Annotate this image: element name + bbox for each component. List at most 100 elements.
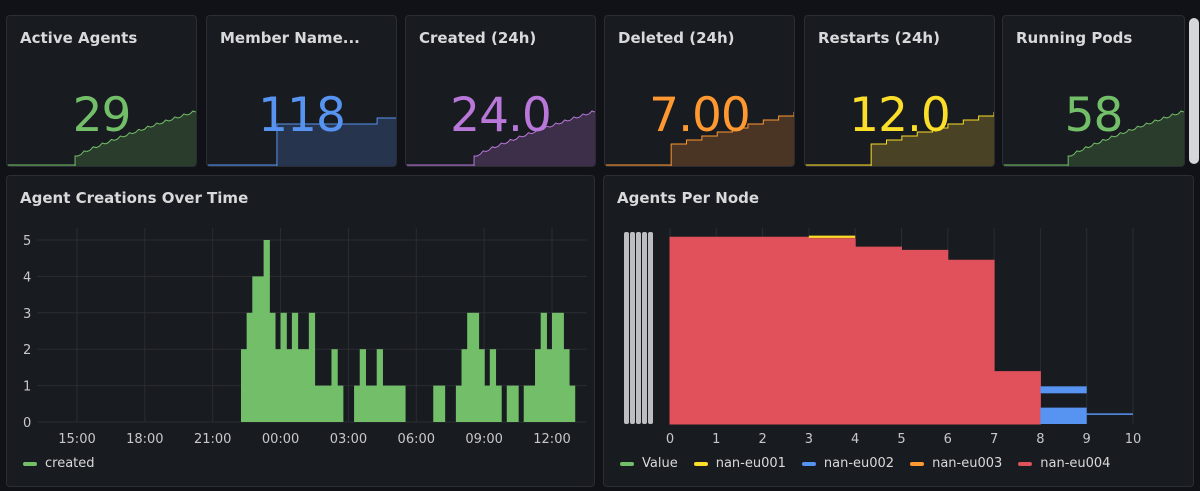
bar[interactable]	[382, 385, 389, 422]
y-tick-label: 1	[23, 380, 31, 395]
x-tick-label: 9	[1083, 432, 1091, 447]
bar[interactable]	[552, 312, 559, 422]
bar[interactable]	[540, 312, 547, 422]
bar[interactable]	[308, 312, 316, 422]
y-label-cluster	[642, 232, 647, 424]
stat-title: Member Name...	[220, 29, 360, 47]
bar[interactable]	[484, 385, 491, 422]
bar[interactable]	[269, 312, 276, 422]
bar[interactable]	[433, 385, 440, 422]
agents-per-node-panel[interactable]: Agents Per Node 0 1 2 3 4 5 6 7 8 9 10 Value nan-eu…	[603, 175, 1194, 487]
bar[interactable]	[337, 385, 344, 422]
bar[interactable]	[291, 312, 299, 422]
bar[interactable]	[535, 349, 542, 422]
bar[interactable]	[365, 385, 372, 422]
y-tick-label: 5	[23, 234, 31, 249]
x-tick-label: 03:00	[330, 432, 367, 447]
legend-swatch	[23, 461, 37, 466]
stat-panel[interactable]: Restarts (24h) 12.0	[804, 15, 995, 167]
legend-swatch	[1018, 461, 1033, 466]
agent-creations-panel[interactable]: Agent Creations Over Time 0 1 2 3 4 5 15:00 18:…	[6, 175, 595, 487]
legend-swatch	[801, 461, 816, 466]
bar[interactable]	[393, 385, 400, 422]
bar[interactable]	[467, 312, 474, 422]
bar[interactable]	[331, 349, 338, 422]
bar[interactable]	[529, 385, 536, 422]
x-tick-label: 3	[805, 432, 813, 447]
x-tick-label: 00:00	[262, 432, 299, 447]
bar[interactable]	[472, 312, 480, 422]
bar[interactable]	[546, 349, 553, 422]
bar[interactable]	[438, 385, 446, 422]
bar[interactable]	[506, 385, 514, 422]
stat-title: Created (24h)	[419, 29, 537, 47]
stat-panel[interactable]: Deleted (24h) 7.00	[604, 15, 795, 167]
legend-item[interactable]: nan-eu003	[910, 456, 1002, 471]
bar[interactable]	[489, 349, 497, 422]
bar[interactable]	[512, 385, 519, 422]
page-scrollbar[interactable]	[1189, 18, 1199, 164]
bar[interactable]	[314, 385, 321, 422]
stat-panel[interactable]: Created (24h) 24.0	[405, 15, 596, 167]
stat-value: 7.00	[649, 88, 751, 143]
bar[interactable]	[557, 312, 564, 422]
legend-item[interactable]: nan-eu002	[801, 456, 894, 471]
bar[interactable]	[320, 385, 327, 422]
legend-item[interactable]: nan-eu004	[1018, 456, 1110, 471]
bar[interactable]	[563, 349, 570, 422]
bar[interactable]	[303, 349, 310, 422]
stat-value: 24.0	[450, 88, 552, 143]
creations-chart[interactable]: 0 1 2 3 4 5 15:00 18:00 21:00 00:00 03:00 06:00 09:0…	[7, 176, 595, 487]
bar[interactable]	[280, 312, 287, 422]
series-area[interactable]	[1040, 386, 1087, 394]
bar[interactable]	[455, 385, 463, 422]
stat-title: Running Pods	[1016, 29, 1133, 47]
bar[interactable]	[495, 385, 502, 422]
x-tick-label: 12:00	[533, 432, 570, 447]
legend-swatch	[693, 461, 708, 466]
bar[interactable]	[257, 276, 265, 422]
bar[interactable]	[354, 385, 361, 422]
legend-item[interactable]: Value	[620, 456, 678, 471]
bar[interactable]	[523, 385, 530, 422]
legend-label: created	[45, 456, 95, 471]
legend-label: Value	[642, 456, 678, 471]
bar[interactable]	[240, 349, 248, 422]
stat-title: Deleted (24h)	[618, 29, 735, 47]
bar[interactable]	[246, 312, 253, 422]
x-tick-label: 2	[758, 432, 766, 447]
legend-item[interactable]: created	[23, 456, 95, 471]
bar[interactable]	[461, 349, 468, 422]
nodes-chart[interactable]: 0 1 2 3 4 5 6 7 8 9 10	[604, 176, 1194, 487]
bar[interactable]	[399, 385, 406, 422]
series-area[interactable]	[669, 236, 1041, 425]
bar[interactable]	[325, 385, 333, 422]
bar[interactable]	[252, 276, 259, 422]
bar[interactable]	[286, 349, 293, 422]
legend-label: nan-eu003	[932, 456, 1003, 471]
bar[interactable]	[274, 349, 282, 422]
bar[interactable]	[359, 349, 366, 422]
legend-label: nan-eu001	[715, 456, 786, 471]
x-tick-label: 6	[944, 432, 952, 447]
stat-panel[interactable]: Member Name... 118	[206, 15, 397, 167]
nodes-legend: Value nan-eu001 nan-eu002 nan-eu003 nan-eu00…	[620, 456, 1110, 471]
bar[interactable]	[568, 385, 576, 422]
stat-value: 58	[1064, 88, 1124, 143]
creations-legend: created	[23, 456, 95, 471]
stat-value: 29	[72, 88, 132, 143]
stat-panel[interactable]: Active Agents 29	[6, 15, 197, 167]
bar[interactable]	[297, 349, 304, 422]
stat-panel[interactable]: Running Pods 58	[1002, 15, 1185, 167]
legend-swatch	[620, 461, 634, 466]
bar[interactable]	[263, 240, 270, 422]
legend-item[interactable]: nan-eu001	[693, 456, 786, 471]
bar[interactable]	[376, 349, 383, 422]
bar[interactable]	[388, 385, 395, 422]
stat-value: 12.0	[849, 88, 951, 143]
bar[interactable]	[371, 385, 378, 422]
bar[interactable]	[478, 349, 485, 422]
series-area[interactable]	[1040, 407, 1087, 424]
sparkline	[207, 117, 396, 166]
stat-title: Restarts (24h)	[818, 29, 940, 47]
